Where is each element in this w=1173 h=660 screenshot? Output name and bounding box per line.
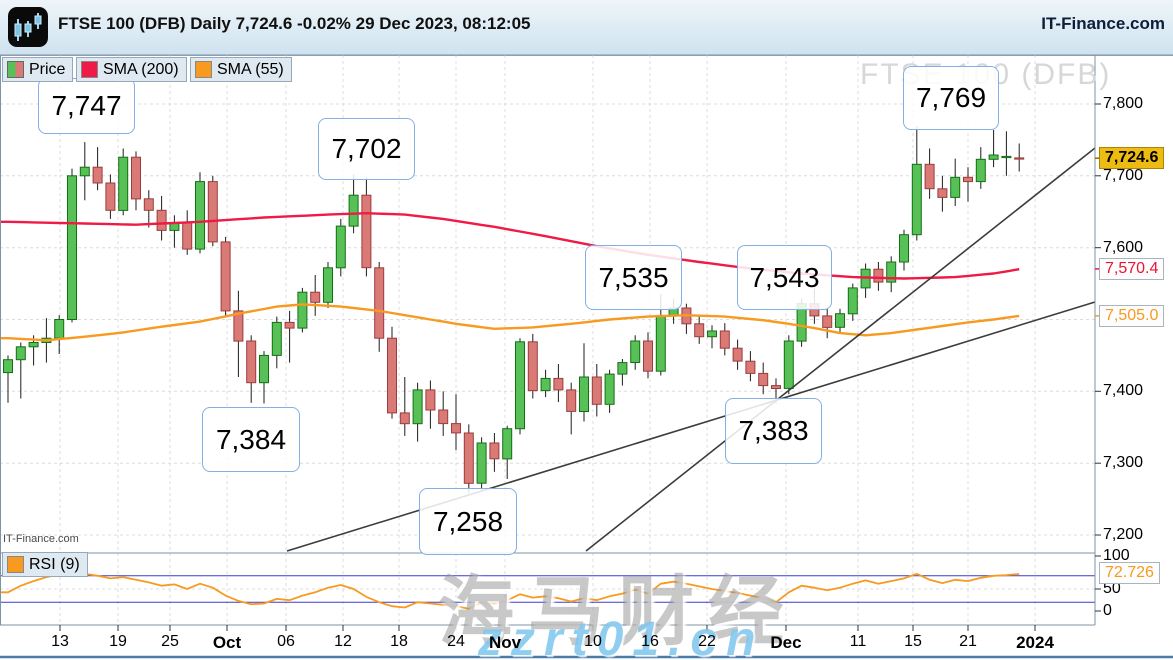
price-annotation-7769: 7,769 — [903, 66, 999, 130]
x-axis-label-10: 10 — [584, 633, 602, 650]
sma200-value-label: 7,570.4 — [1099, 257, 1165, 280]
x-axis-label-25: 25 — [161, 633, 179, 650]
sma55-swatch-icon — [195, 61, 212, 78]
rsi-swatch-icon — [7, 556, 24, 573]
brand-link[interactable]: IT-Finance.com — [1041, 14, 1165, 33]
legend-label: RSI (9) — [29, 555, 80, 573]
price-swatch-icon — [7, 61, 24, 78]
y-axis-label: 7,400 — [1103, 382, 1144, 400]
site-credit-label: IT-Finance.com — [3, 533, 79, 545]
cn-watermark: 海马财经 — [438, 570, 798, 655]
legend-item-rsi-9[interactable]: RSI (9) — [2, 552, 88, 577]
candlestick-logo-icon — [14, 13, 42, 41]
price-annotation-7543: 7,543 — [737, 245, 832, 310]
x-axis-label-19: 19 — [109, 633, 127, 650]
x-axis-label-15: 15 — [904, 633, 922, 650]
legend-label: SMA (200) — [103, 60, 179, 78]
legend-label: SMA (55) — [217, 60, 284, 78]
price-annotation-7258: 7,258 — [419, 488, 517, 555]
rsi-axis-label: 100 — [1103, 547, 1130, 564]
x-axis-label-11: 11 — [849, 633, 867, 650]
legend-item-sma-55[interactable]: SMA (55) — [190, 57, 292, 82]
x-axis-label-13: 13 — [51, 633, 69, 650]
x-axis-label-dec: Dec — [770, 633, 802, 652]
y-axis-label: 7,600 — [1103, 238, 1144, 256]
y-axis-label: 7,300 — [1103, 454, 1144, 472]
x-axis-label-16: 16 — [641, 633, 659, 650]
rsi-axis-label: 0 — [1103, 602, 1112, 619]
last-price-label: 7,724.6 — [1099, 147, 1165, 170]
chart-header: FTSE 100 (DFB) Daily 7,724.6 -0.02% 29 D… — [0, 0, 1173, 56]
y-axis-label: 7,200 — [1103, 525, 1144, 543]
rsi-value-label: 72.726 — [1099, 562, 1160, 584]
x-axis-label-nov: Nov — [488, 633, 522, 652]
x-axis-label-oct: Oct — [212, 633, 242, 652]
sma55-value-label: 7,505.0 — [1099, 304, 1165, 327]
y-axis-label: 7,800 — [1103, 95, 1144, 112]
page-title: FTSE 100 (DFB) Daily 7,724.6 -0.02% 29 D… — [58, 14, 531, 33]
x-axis-label-06: 06 — [277, 633, 295, 650]
legend-label: Price — [29, 60, 66, 78]
price-annotation-7535: 7,535 — [585, 245, 682, 310]
sma200-swatch-icon — [81, 61, 98, 78]
x-axis-label-18: 18 — [390, 633, 408, 650]
legend-item-sma-200[interactable]: SMA (200) — [76, 57, 187, 82]
x-axis-label-2024: 2024 — [1016, 633, 1054, 652]
app-logo-icon[interactable] — [8, 7, 48, 47]
price-annotation-7702: 7,702 — [318, 118, 415, 180]
price-annotation-7384: 7,384 — [202, 407, 300, 472]
x-axis-label-22: 22 — [698, 633, 716, 650]
price-annotation-7747: 7,747 — [38, 78, 135, 134]
x-axis-label-21: 21 — [959, 633, 977, 650]
x-axis-label-24: 24 — [447, 633, 465, 650]
legend-item-price[interactable]: Price — [2, 57, 74, 82]
url-watermark: zzrt01.cn — [478, 613, 765, 660]
y-axis-label: 7,700 — [1103, 166, 1144, 184]
rsi-axis-label: 50 — [1103, 580, 1121, 597]
price-annotation-7383: 7,383 — [725, 398, 822, 464]
x-axis-label-12: 12 — [334, 633, 352, 650]
